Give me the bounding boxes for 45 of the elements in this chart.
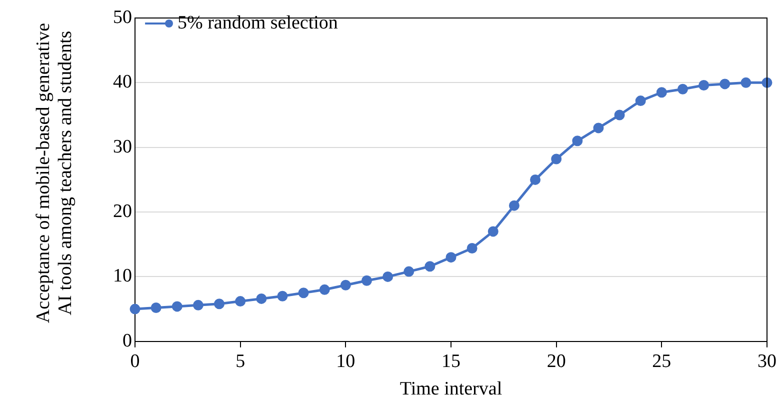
y-tick-label: 30 [113, 136, 132, 158]
point [361, 275, 372, 286]
x-tick-label: 10 [336, 350, 356, 372]
y-tick-label: 20 [113, 201, 132, 222]
point [404, 266, 414, 277]
x-tick-label: 15 [442, 350, 460, 372]
x-tick-label: 25 [652, 350, 672, 372]
point [235, 296, 246, 307]
point [551, 154, 562, 164]
point [150, 302, 162, 314]
point [340, 280, 351, 290]
point [488, 226, 498, 237]
x-axis-title: Time interval [400, 378, 502, 400]
x-tick-label: 5 [236, 350, 246, 372]
y-tick-label: 10 [113, 266, 132, 287]
point [277, 290, 288, 302]
point [424, 261, 436, 272]
x-tick-label: 20 [546, 350, 566, 372]
point [677, 84, 688, 94]
point [446, 252, 456, 263]
x-tick-label: 30 [758, 350, 776, 372]
point [740, 77, 752, 88]
point [635, 96, 646, 106]
point [572, 136, 583, 146]
point [298, 288, 309, 298]
point [698, 80, 710, 91]
point [192, 300, 204, 310]
y-tick-label: 0 [122, 330, 132, 352]
point [256, 293, 267, 304]
point [172, 301, 182, 312]
y-axis-title: Acceptance of mobile-based generative AI tools among teachers and students [33, 22, 77, 326]
y-tick-label: 40 [113, 72, 132, 93]
point [382, 271, 394, 282]
point [720, 78, 730, 90]
point [656, 87, 667, 98]
point [319, 284, 330, 295]
point [214, 298, 225, 310]
point [593, 122, 604, 134]
point [762, 77, 772, 88]
point [130, 304, 140, 314]
y-tick-label: 50 [113, 6, 132, 28]
point [508, 200, 520, 211]
point [530, 174, 541, 185]
point [614, 110, 625, 120]
point [466, 243, 478, 254]
